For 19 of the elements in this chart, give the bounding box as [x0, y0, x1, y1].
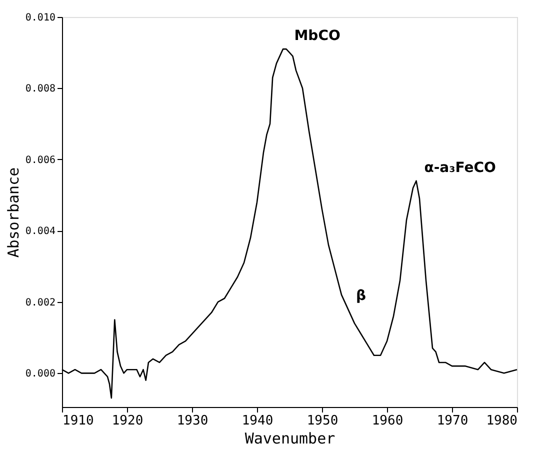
y-tick-label: 0.006: [25, 154, 56, 166]
y-tick-label: 0.008: [25, 84, 56, 95]
x-tick-label: 1920: [112, 414, 144, 428]
y-tick-label: 0.004: [25, 226, 56, 238]
annotation: MbCO: [294, 28, 340, 44]
annotation: β: [356, 288, 366, 304]
x-tick-label: 1940: [242, 414, 274, 428]
x-tick-label: 1970: [436, 414, 468, 428]
y-tick-label: 0.002: [25, 297, 56, 308]
y-tick-label: 0.000: [25, 368, 56, 380]
x-tick-label: 1950: [306, 414, 338, 428]
annotation: α-a₃FeCO: [424, 160, 496, 176]
y-axis-title: Absorbance: [4, 167, 22, 258]
x-tick-label: 1910: [62, 414, 94, 428]
x-tick-label: 1960: [372, 414, 404, 428]
x-axis-title: Wavenumber: [244, 430, 336, 448]
y-tick-label: 0.010: [25, 12, 56, 24]
x-tick-label: 1930: [176, 414, 208, 428]
x-tick-label: 1980: [486, 414, 518, 428]
